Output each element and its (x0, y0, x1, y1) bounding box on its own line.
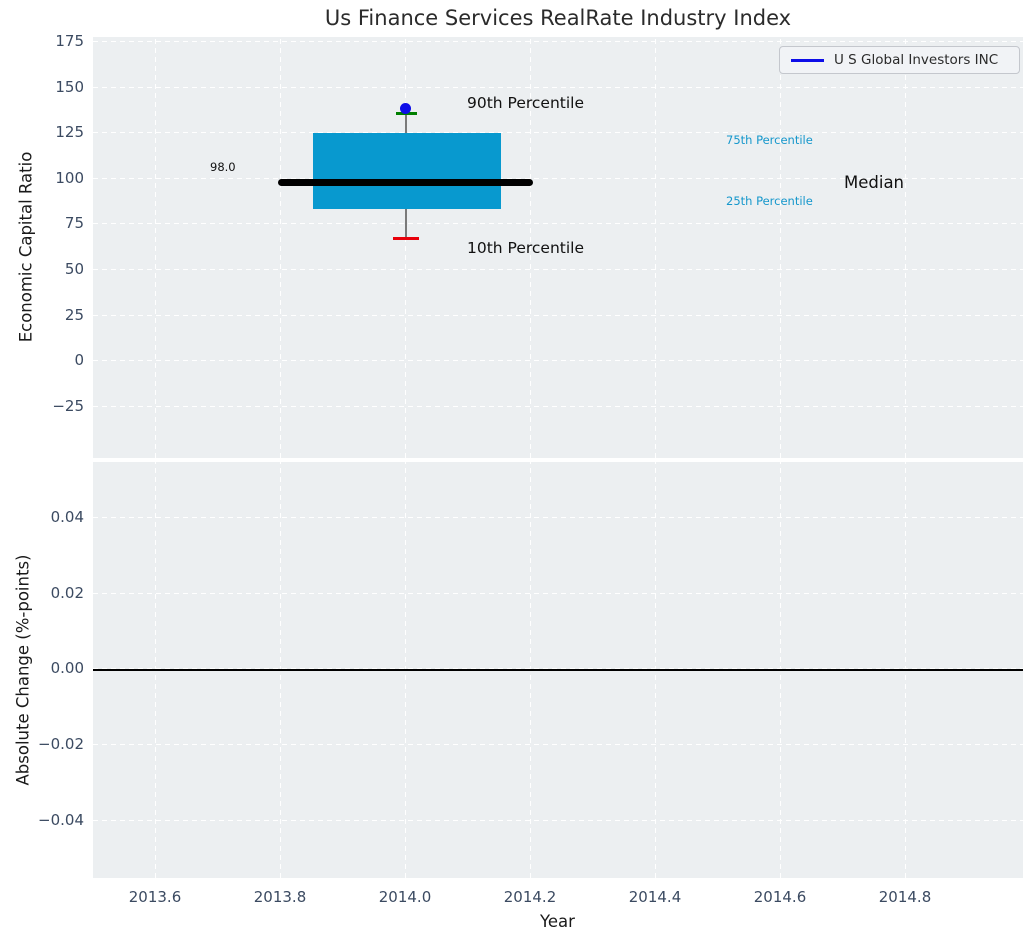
gridline-h (93, 744, 1023, 746)
gridline-h (93, 360, 1023, 362)
ytick-label: 100 (55, 169, 84, 187)
ytick-label: 150 (55, 78, 84, 96)
annotation-25th-percentile: 25th Percentile (726, 194, 813, 208)
ytick-label: 0.02 (50, 584, 84, 602)
ytick-label: 25 (64, 306, 84, 324)
gridline-h (93, 223, 1023, 225)
interquartile-box (313, 133, 501, 209)
gridline-h (93, 87, 1023, 89)
ytick-label: 175 (55, 32, 84, 50)
xtick-label: 2014.2 (503, 888, 557, 906)
top-subplot (93, 37, 1023, 458)
xtick-label: 2014.8 (878, 888, 932, 906)
ytick-label: 0.04 (50, 508, 84, 526)
xaxis-label: Year (540, 912, 575, 931)
median-line (278, 179, 533, 186)
gridline-h (93, 269, 1023, 271)
xtick-label: 2014.0 (378, 888, 432, 906)
gridline-h (93, 517, 1023, 519)
ytick-label: −0.04 (38, 811, 84, 829)
ytick-label: 0.00 (50, 659, 84, 677)
legend-line-swatch (791, 58, 824, 62)
gridline-v (780, 37, 782, 458)
legend: U S Global Investors INC (779, 46, 1020, 74)
annotation-90th-percentile: 90th Percentile (467, 94, 585, 112)
annotation-75th-percentile: 75th Percentile (726, 133, 813, 147)
bottom-subplot (93, 462, 1023, 878)
xtick-label: 2014.4 (628, 888, 682, 906)
gridline-v (655, 37, 657, 458)
percentile-10-cap (393, 237, 419, 240)
ytick-label: 75 (64, 214, 84, 232)
gridline-h (93, 178, 1023, 180)
gridline-v (405, 37, 407, 458)
gridline-h (93, 406, 1023, 408)
annotation-median: Median (844, 173, 905, 192)
xtick-label: 2013.8 (253, 888, 307, 906)
xtick-label: 2014.6 (753, 888, 807, 906)
ytick-label: −25 (52, 397, 84, 415)
top-ylabel: Economic Capital Ratio (16, 151, 36, 343)
ytick-label: −0.02 (38, 735, 84, 753)
bottom-ylabel: Absolute Change (%-points) (13, 554, 33, 786)
gridline-h (93, 41, 1023, 43)
annotation-median-value: 98.0 (210, 160, 236, 174)
ytick-label: 0 (74, 351, 84, 369)
gridline-h (93, 593, 1023, 595)
gridline-h (93, 668, 1023, 670)
gridline-v (155, 37, 157, 458)
chart-title: Us Finance Services RealRate Industry In… (324, 6, 792, 30)
annotation-10th-percentile: 10th Percentile (467, 239, 585, 257)
legend-label: U S Global Investors INC (834, 52, 999, 68)
gridline-v (530, 37, 532, 458)
gridline-h (93, 820, 1023, 822)
gridline-h (93, 315, 1023, 317)
gridline-v (280, 37, 282, 458)
gridline-h (93, 132, 1023, 134)
gridline-v (905, 37, 907, 458)
zero-change-line (93, 669, 1023, 671)
company-value-marker (400, 103, 411, 114)
ytick-label: 50 (64, 260, 84, 278)
xtick-label: 2013.6 (128, 888, 182, 906)
ytick-label: 125 (55, 123, 84, 141)
